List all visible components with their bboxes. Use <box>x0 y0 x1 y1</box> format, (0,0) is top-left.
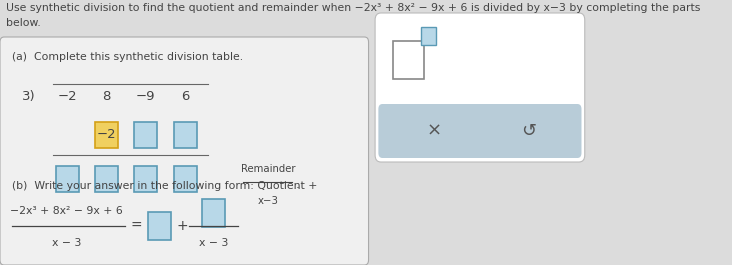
FancyBboxPatch shape <box>202 199 225 227</box>
Text: (a)  Complete this synthetic division table.: (a) Complete this synthetic division tab… <box>12 52 244 62</box>
Text: x − 3: x − 3 <box>52 238 81 248</box>
Text: x − 3: x − 3 <box>199 238 228 248</box>
FancyBboxPatch shape <box>378 104 581 158</box>
FancyBboxPatch shape <box>393 41 425 79</box>
FancyBboxPatch shape <box>95 122 118 148</box>
FancyBboxPatch shape <box>134 166 157 192</box>
FancyBboxPatch shape <box>95 166 118 192</box>
Text: 3): 3) <box>22 91 36 104</box>
FancyBboxPatch shape <box>56 166 78 192</box>
Text: ↺: ↺ <box>520 122 536 140</box>
Text: (b)  Write your answer in the following form: Quotient +: (b) Write your answer in the following f… <box>12 181 318 191</box>
Text: =: = <box>131 219 143 233</box>
FancyBboxPatch shape <box>173 122 197 148</box>
Text: 8: 8 <box>102 91 111 104</box>
Text: Use synthetic division to find the quotient and remainder when −2x³ + 8x² − 9x +: Use synthetic division to find the quoti… <box>6 3 700 13</box>
FancyBboxPatch shape <box>0 37 368 265</box>
Text: −2x³ + 8x² − 9x + 6: −2x³ + 8x² − 9x + 6 <box>10 206 123 216</box>
FancyBboxPatch shape <box>134 122 157 148</box>
FancyBboxPatch shape <box>375 13 585 162</box>
FancyBboxPatch shape <box>173 166 197 192</box>
Text: −9: −9 <box>136 91 155 104</box>
FancyBboxPatch shape <box>149 212 171 240</box>
Text: ×: × <box>427 122 441 140</box>
Text: below.: below. <box>6 18 40 28</box>
Text: x−3: x−3 <box>258 196 278 206</box>
Text: +: + <box>177 219 188 233</box>
Text: .: . <box>296 178 299 191</box>
Text: 6: 6 <box>181 91 190 104</box>
Text: −2: −2 <box>97 129 116 142</box>
FancyBboxPatch shape <box>421 27 436 45</box>
Text: Remainder: Remainder <box>241 164 295 174</box>
Text: −2: −2 <box>57 91 77 104</box>
